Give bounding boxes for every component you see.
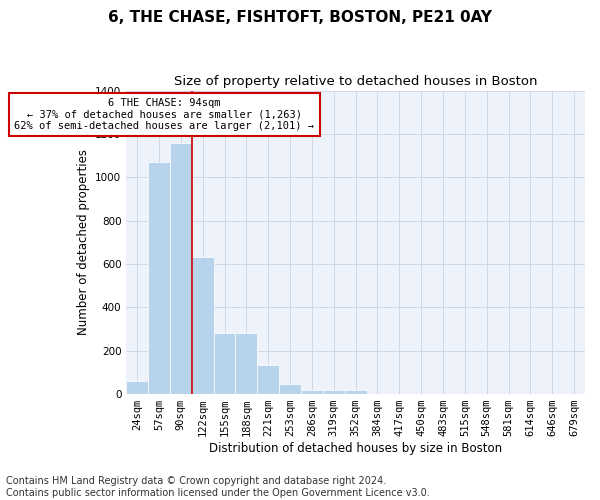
Bar: [170, 142, 192, 394]
Bar: [126, 381, 148, 394]
Bar: [301, 390, 323, 394]
Bar: [323, 390, 345, 394]
Bar: [148, 162, 170, 394]
Text: 6, THE CHASE, FISHTOFT, BOSTON, PE21 0AY: 6, THE CHASE, FISHTOFT, BOSTON, PE21 0AY: [108, 10, 492, 25]
Bar: [235, 334, 257, 394]
X-axis label: Distribution of detached houses by size in Boston: Distribution of detached houses by size …: [209, 442, 502, 455]
Bar: [279, 384, 301, 394]
Title: Size of property relative to detached houses in Boston: Size of property relative to detached ho…: [174, 75, 538, 88]
Bar: [345, 390, 367, 394]
Bar: [257, 365, 279, 394]
Bar: [192, 258, 214, 394]
Text: 6 THE CHASE: 94sqm
← 37% of detached houses are smaller (1,263)
62% of semi-deta: 6 THE CHASE: 94sqm ← 37% of detached hou…: [14, 98, 314, 131]
Bar: [214, 334, 235, 394]
Y-axis label: Number of detached properties: Number of detached properties: [77, 150, 89, 336]
Text: Contains HM Land Registry data © Crown copyright and database right 2024.
Contai: Contains HM Land Registry data © Crown c…: [6, 476, 430, 498]
